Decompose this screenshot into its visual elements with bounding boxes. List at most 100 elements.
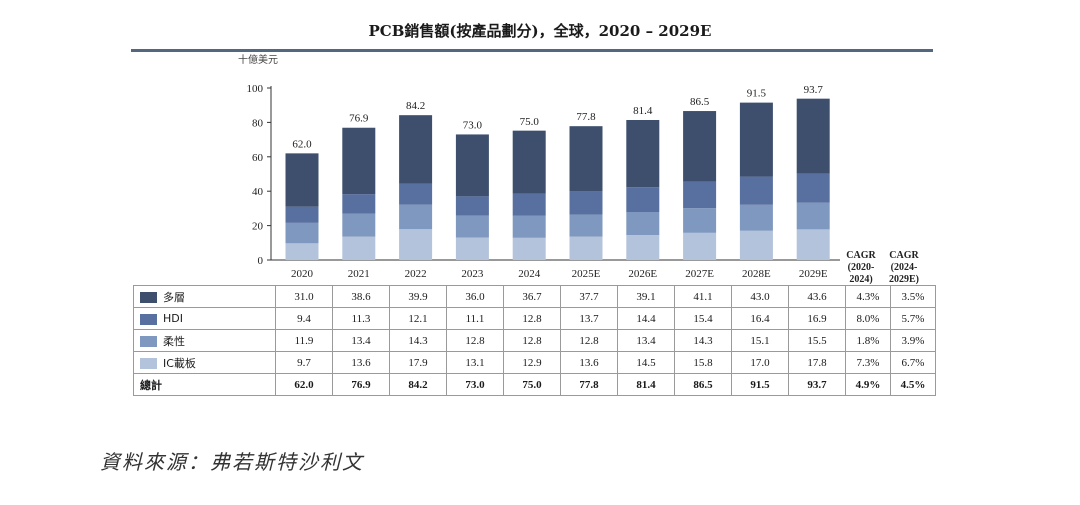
table-cell: 14.3 [674, 329, 732, 352]
table-cell: 73.0 [446, 373, 504, 396]
table-cell: 43.0 [731, 285, 789, 308]
table-cell: 62.0 [275, 373, 333, 396]
bar-segment [626, 119, 660, 188]
cagr-cell: 7.3% [845, 351, 891, 374]
total-data-label: 73.0 [463, 119, 483, 131]
total-data-label: 84.2 [406, 100, 425, 112]
y-tick-label: 40 [252, 186, 264, 198]
table-cell: 37.7 [560, 285, 618, 308]
legend-swatch [140, 313, 157, 325]
table-cell: 36.7 [503, 285, 561, 308]
cagr-cell: 3.5% [890, 285, 936, 308]
table-cell: 9.4 [275, 307, 333, 330]
row-label: 總計 [133, 373, 276, 396]
cagr-header: (2024- [891, 262, 918, 273]
bar-segment [569, 191, 603, 215]
table-cell: 77.8 [560, 373, 618, 396]
x-tick-label: 2023 [461, 268, 484, 280]
table-cell: 93.7 [788, 373, 846, 396]
table-cell: 11.9 [275, 329, 333, 352]
table-cell: 16.4 [731, 307, 789, 330]
source-note: 資料來源：弗若斯特沙利文 [100, 450, 364, 474]
bar-segment [512, 215, 546, 238]
bar-segment [683, 208, 717, 233]
total-data-label: 76.9 [349, 113, 369, 125]
bar-segment [683, 232, 717, 260]
table-cell: 38.6 [332, 285, 390, 308]
x-tick-label: 2021 [348, 268, 370, 280]
table-cell: 15.8 [674, 351, 732, 374]
cagr-cell: 5.7% [890, 307, 936, 330]
total-data-label: 81.4 [633, 105, 653, 117]
bar-segment [739, 102, 773, 177]
bar-segment [399, 229, 433, 260]
bar-segment [683, 111, 717, 182]
bar-segment [342, 236, 376, 260]
table-cell: 13.4 [617, 329, 675, 352]
table-cell: 11.3 [332, 307, 390, 330]
table-cell: 81.4 [617, 373, 675, 396]
bar-segment [342, 213, 376, 237]
bar-segment [739, 204, 773, 231]
x-tick-label: 2029E [799, 268, 828, 280]
table-cell: 39.9 [389, 285, 447, 308]
table-cell: 75.0 [503, 373, 561, 396]
cagr-cell: 1.8% [845, 329, 891, 352]
table-cell: 12.8 [503, 307, 561, 330]
cagr-cell: 3.9% [890, 329, 936, 352]
table-cell: 17.9 [389, 351, 447, 374]
bar-segment [796, 202, 830, 230]
total-data-label: 77.8 [576, 111, 596, 123]
table-cell: 13.7 [560, 307, 618, 330]
table-cell: 17.8 [788, 351, 846, 374]
y-tick-label: 0 [258, 255, 264, 267]
table-cell: 12.9 [503, 351, 561, 374]
stacked-bar-chart: 十億美元 0 20 40 60 80 100 62.0 2020 76.9 2021 84.2 2022… [238, 53, 919, 285]
bar-segment [569, 236, 603, 260]
table-cell: 9.7 [275, 351, 333, 374]
table-cell: 39.1 [617, 285, 675, 308]
table-cell: 41.1 [674, 285, 732, 308]
table-cell: 14.3 [389, 329, 447, 352]
bar-segment [512, 193, 546, 216]
cagr-cell: 4.5% [890, 373, 936, 396]
bar-segment [399, 183, 433, 205]
bar-segment [796, 229, 830, 260]
table-cell: 16.9 [788, 307, 846, 330]
bar-segment [455, 215, 489, 238]
table-cell: 13.1 [446, 351, 504, 374]
bar-segment [285, 153, 319, 207]
total-data-label: 93.7 [804, 84, 824, 96]
x-tick-label: 2028E [742, 268, 771, 280]
bar-segment [455, 237, 489, 260]
total-data-label: 86.5 [690, 96, 710, 108]
table-cell: 17.0 [731, 351, 789, 374]
bar-segment [626, 235, 660, 260]
table-cell: 91.5 [731, 373, 789, 396]
table-cell: 11.1 [446, 307, 504, 330]
title-divider [131, 49, 933, 52]
table-row: 柔性 11.9 13.4 14.3 12.8 12.8 12.8 13.4 14.3 15.1 15… [133, 329, 936, 352]
table-cell: 15.5 [788, 329, 846, 352]
row-label: HDI [133, 307, 276, 330]
table-cell: 12.1 [389, 307, 447, 330]
legend-swatch [140, 336, 157, 347]
table-cell: 12.8 [560, 329, 618, 352]
table-cell: 76.9 [332, 373, 390, 396]
cagr-header: CAGR [889, 250, 919, 261]
x-tick-label: 2027E [685, 268, 714, 280]
bar-segment [683, 181, 717, 209]
table-cell: 36.0 [446, 285, 504, 308]
data-table: 多層 31.0 38.6 39.9 36.0 36.7 37.7 39.1 41.1 43.0 43… [133, 285, 936, 396]
bar-segment [399, 204, 433, 230]
y-tick-label: 20 [252, 221, 264, 233]
bar-segment [285, 222, 319, 244]
cagr-header: CAGR [846, 250, 876, 261]
total-data-label: 91.5 [747, 88, 767, 100]
total-data-label: 75.0 [520, 116, 540, 128]
bar-segment [512, 237, 546, 260]
y-tick-label: 60 [252, 152, 264, 164]
row-label: 柔性 [133, 329, 276, 352]
bar-segment [399, 115, 433, 184]
legend-label: IC載板 [163, 356, 196, 370]
